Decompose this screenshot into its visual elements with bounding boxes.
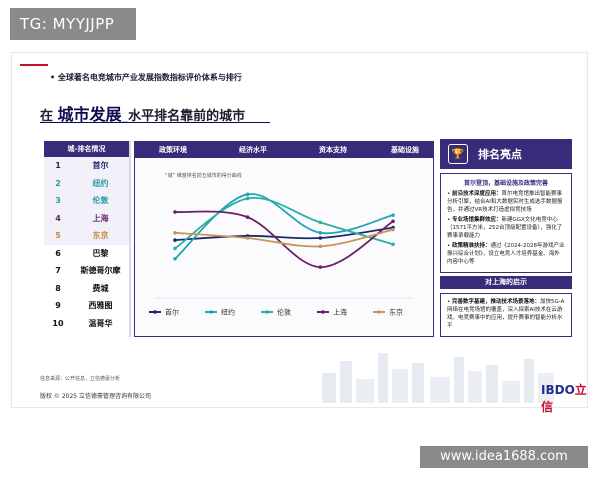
rank-city: 伦敦 — [92, 196, 109, 205]
rank-number: 4 — [55, 213, 61, 223]
section-title: • 全球著名电竞城市产业发展指数指标评价体系与排行 — [50, 73, 242, 82]
category-capital: 资本支持 — [319, 146, 347, 154]
series-line-伦敦 — [174, 196, 394, 250]
point-纽约-3 — [391, 213, 395, 217]
highlights-subtitle: 首尔登顶，基础设施及政策完善 — [463, 180, 548, 187]
rank-row: 7 斯德哥尔摩 — [44, 262, 129, 280]
legend-label-首尔: 首尔 — [165, 308, 179, 317]
inspiration-band: 对上海的启示 — [440, 276, 572, 289]
highlights-panel: 🏆 排名亮点 首尔登顶，基础设施及政策完善 • 前沿技术深度应用：首尔电竞馆推出… — [440, 139, 572, 369]
highlights-box: 首尔登顶，基础设施及政策完善 • 前沿技术深度应用：首尔电竞馆推出智能赛事分析引… — [440, 173, 572, 273]
point-纽约-1 — [245, 192, 250, 197]
rank-city: 东京 — [92, 231, 109, 240]
rank-city: 纽约 — [92, 178, 109, 188]
rank-city: 温哥华 — [88, 318, 113, 328]
slide: • 全球著名电竞城市产业发展指数指标评价体系与排行 在 城市发展_水平排名靠前的… — [11, 52, 588, 414]
point-上海-2 — [318, 265, 323, 269]
rank-number: 6 — [55, 248, 61, 258]
point-伦敦-2 — [318, 220, 323, 225]
highlight-point: • 政策精准扶持：通过《2024-2028年游戏产业振兴综合计划》，设立电竞人才… — [447, 243, 565, 265]
chart-box: 政策环境 经济水平 资本支持 基础设施 “城” 维度排名前五城市的得分曲线 首尔… — [134, 141, 434, 337]
series-line-纽约 — [174, 193, 394, 260]
legend-dot-纽约 — [209, 310, 213, 314]
rank-number: 5 — [55, 231, 61, 240]
rank-city: 首尔 — [92, 161, 109, 170]
category-infrastructure: 基础设施 — [391, 146, 419, 154]
legend-dot-东京 — [377, 310, 381, 314]
rank-city: 西雅图 — [88, 301, 113, 310]
ranking-panel: 城-排名情况 1 首尔 2 纽约 3 伦敦 4 上海 5 东京 6 巴黎 7 斯德哥尔摩 8 费城 9 西雅图 10… — [44, 141, 131, 337]
rank-row: 9 西雅图 — [44, 297, 129, 315]
rank-row: 6 巴黎 — [44, 245, 129, 263]
point-纽约-2 — [318, 231, 323, 235]
point-纽约-0 — [173, 257, 177, 261]
point-伦敦-0 — [173, 246, 177, 251]
rank-row: 1 首尔 — [44, 157, 129, 175]
highlight-point: • 专业场馆集群效应：新建GGX文化电竞中心（1571平方米，252台顶级配置设… — [447, 217, 563, 239]
rank-row: 4 上海 — [44, 209, 129, 227]
point-上海-1 — [245, 215, 250, 219]
chart-title: “城” 维度排名前五城市的得分曲线 — [165, 173, 242, 179]
highlight-point: • 前沿技术深度应用：首尔电竞馆推出智能赛事分析引擎，结合AI和大数据实时生成选… — [447, 191, 563, 213]
skyline-decoration — [322, 353, 554, 403]
rank-city: 上海 — [92, 213, 109, 223]
rank-row: 2 纽约 — [44, 174, 129, 192]
tg-badge: TG: MYYJJPP — [10, 8, 136, 40]
bdo-logo: IBDO立信 — [541, 383, 587, 414]
rank-number: 3 — [55, 196, 61, 205]
rank-number: 2 — [55, 178, 61, 188]
inspiration-box: • 完善数字基建，推动技术场景落地：加快5G-A网络在电竞场馆的覆盖，深入探索A… — [440, 293, 572, 337]
point-东京-3 — [391, 227, 395, 232]
title-prefix: 在 — [40, 109, 54, 124]
rank-number: 8 — [55, 283, 61, 293]
title-underline — [40, 122, 270, 123]
legend-dot-首尔 — [153, 310, 157, 314]
point-首尔-2 — [318, 236, 323, 240]
legend-dot-上海 — [321, 310, 325, 314]
point-东京-0 — [173, 231, 177, 235]
site-watermark: www.idea1688.com — [420, 446, 588, 468]
legend-dot-伦敦 — [265, 310, 269, 314]
rank-city: 巴黎 — [92, 248, 109, 258]
point-上海-0 — [173, 210, 177, 214]
page-title: 在 城市发展_水平排名靠前的城市 — [40, 105, 246, 124]
chart-category-header: 政策环境 经济水平 资本支持 基础设施 — [135, 142, 433, 158]
inspiration-text: • 完善数字基建，推动技术场景落地：加快5G-A网络在电竞场馆的覆盖，深入探索A… — [447, 299, 565, 329]
rank-row: 8 费城 — [44, 280, 129, 298]
accent-line — [20, 64, 48, 66]
point-东京-1 — [245, 236, 250, 240]
category-policy: 政策环境 — [159, 146, 187, 154]
rank-number: 9 — [55, 301, 61, 310]
rank-city: 费城 — [92, 283, 109, 293]
rank-row: 3 伦敦 — [44, 192, 129, 210]
copyright: 版权 © 2025 立信德豪管理咨询有限公司 — [40, 393, 151, 400]
point-首尔-0 — [173, 238, 177, 242]
rank-row: 10 温哥华 — [44, 315, 129, 333]
line-chart: 首尔 纽约 伦敦 上海 东京 — [149, 192, 413, 317]
point-伦敦-3 — [391, 242, 395, 247]
point-东京-2 — [318, 244, 323, 249]
legend-label-纽约: 纽约 — [221, 308, 235, 317]
title-highlight: 城市发展 — [57, 105, 122, 124]
highlights-header: 🏆 排名亮点 — [440, 139, 572, 169]
rank-number: 7 — [55, 266, 61, 275]
ranking-header: 城-排名情况 — [44, 141, 129, 157]
point-伦敦-1 — [245, 196, 250, 201]
legend-label-上海: 上海 — [333, 308, 347, 317]
rank-row: 5 东京 — [44, 227, 129, 245]
trophy-icon: 🏆 — [448, 144, 468, 164]
legend-label-东京: 东京 — [389, 308, 403, 317]
series-line-首尔 — [174, 226, 394, 241]
series-line-上海 — [174, 210, 394, 269]
series-line-东京 — [174, 228, 394, 248]
rank-number: 10 — [52, 318, 64, 328]
point-上海-3 — [391, 219, 395, 224]
category-economy: 经济水平 — [239, 146, 267, 154]
rank-number: 1 — [55, 161, 61, 170]
source-note: 信息来源：公开信息，立信德豪分析 — [40, 376, 121, 382]
title-suffix: 水平排名靠前的城市 — [128, 109, 246, 124]
legend-label-伦敦: 伦敦 — [277, 308, 291, 317]
rank-city: 斯德哥尔摩 — [80, 266, 121, 275]
